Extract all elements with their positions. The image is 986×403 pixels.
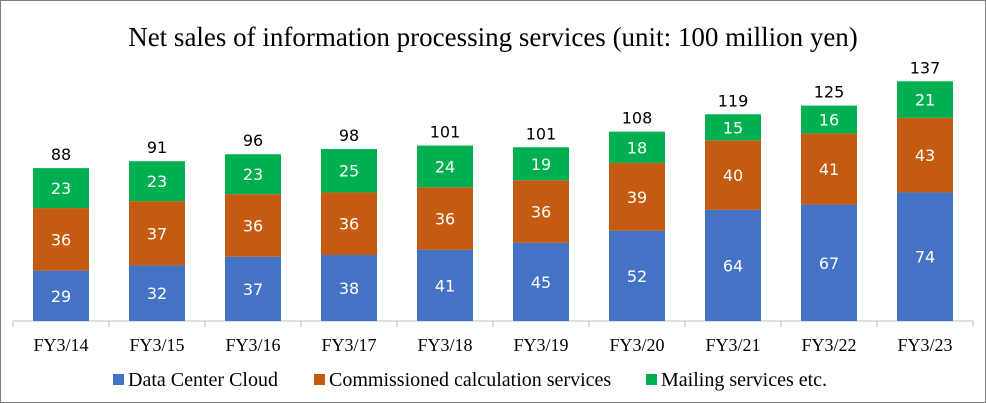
bar-segment-2-FY3/21 bbox=[705, 140, 761, 210]
segment-value-label: 38 bbox=[339, 279, 359, 298]
bar-segment-2-FY3/23 bbox=[897, 117, 953, 193]
bar-segment-3-FY3/15 bbox=[129, 161, 185, 202]
segment-value-label: 52 bbox=[627, 267, 647, 286]
bar-segment-2-FY3/18 bbox=[417, 187, 473, 250]
bar-segment-3-FY3/23 bbox=[897, 81, 953, 118]
segment-value-label: 29 bbox=[51, 287, 71, 306]
segment-value-label: 37 bbox=[243, 280, 263, 299]
total-value-label: 96 bbox=[243, 131, 263, 150]
bar-segment-3-FY3/16 bbox=[225, 154, 281, 195]
bar-segment-1-FY3/15 bbox=[129, 265, 185, 321]
segment-value-label: 64 bbox=[723, 256, 743, 275]
bar-segment-2-FY3/16 bbox=[225, 194, 281, 257]
segment-value-label: 24 bbox=[435, 157, 455, 176]
segment-value-label: 25 bbox=[339, 162, 359, 181]
bar-segment-2-FY3/22 bbox=[801, 133, 857, 205]
segment-value-label: 36 bbox=[435, 210, 455, 229]
bar-segment-3-FY3/17 bbox=[321, 149, 377, 193]
x-tick-label: FY3/16 bbox=[225, 335, 280, 355]
bar-segment-1-FY3/17 bbox=[321, 254, 377, 321]
bar-segment-1-FY3/23 bbox=[897, 192, 953, 321]
bar-segment-3-FY3/19 bbox=[513, 147, 569, 181]
total-value-label: 88 bbox=[51, 145, 71, 164]
segment-value-label: 36 bbox=[243, 216, 263, 235]
segment-labels: 29 36 23 32 37 23 37 36 23 38 36 25 41 36 24 45 36 19 52 39… bbox=[51, 91, 935, 306]
bar-segment-1-FY3/22 bbox=[801, 204, 857, 321]
bar-segment-1-FY3/16 bbox=[225, 256, 281, 321]
legend-label: Mailing services etc. bbox=[661, 369, 827, 391]
bar-segment-2-FY3/17 bbox=[321, 192, 377, 255]
bar-segment-3-FY3/20 bbox=[609, 131, 665, 163]
segment-value-label: 67 bbox=[819, 254, 839, 273]
bar-segment-1-FY3/20 bbox=[609, 230, 665, 321]
segment-value-label: 45 bbox=[531, 273, 551, 292]
segment-value-label: 41 bbox=[819, 160, 839, 179]
x-tick-label: FY3/17 bbox=[321, 335, 376, 355]
legend-swatch bbox=[113, 374, 124, 385]
segment-value-label: 16 bbox=[819, 110, 839, 129]
x-tick-label: FY3/18 bbox=[417, 335, 472, 355]
total-value-label: 137 bbox=[910, 58, 941, 77]
segment-value-label: 32 bbox=[147, 284, 167, 303]
bar-segment-3-FY3/14 bbox=[33, 168, 89, 209]
total-value-label: 101 bbox=[526, 124, 557, 143]
bar-segment-3-FY3/21 bbox=[705, 114, 761, 141]
segment-value-label: 23 bbox=[147, 172, 167, 191]
x-tick-label: FY3/20 bbox=[609, 335, 664, 355]
total-value-label: 108 bbox=[622, 109, 653, 128]
bar-segment-1-FY3/14 bbox=[33, 270, 89, 321]
x-tick-label: FY3/14 bbox=[33, 335, 88, 355]
bar-segment-1-FY3/21 bbox=[705, 209, 761, 321]
bar-segment-2-FY3/20 bbox=[609, 162, 665, 231]
segment-value-label: 36 bbox=[339, 215, 359, 234]
segment-value-label: 39 bbox=[627, 188, 647, 207]
chart-title: Net sales of information processing serv… bbox=[128, 22, 858, 52]
total-value-label: 125 bbox=[814, 83, 845, 102]
legend-label: Data Center Cloud bbox=[128, 369, 278, 391]
bar-segment-2-FY3/14 bbox=[33, 208, 89, 271]
x-tick-labels: FY3/14 FY3/15 FY3/16 FY3/17 FY3/18 FY3/19 FY3/… bbox=[33, 335, 952, 355]
x-tick-label: FY3/22 bbox=[801, 335, 856, 355]
total-value-label: 101 bbox=[430, 123, 461, 142]
x-tick-label: FY3/21 bbox=[705, 335, 760, 355]
segment-value-label: 41 bbox=[435, 276, 455, 295]
total-value-label: 119 bbox=[718, 91, 749, 110]
legend-swatch bbox=[646, 374, 657, 385]
segment-value-label: 18 bbox=[627, 138, 647, 157]
segment-value-label: 74 bbox=[915, 248, 935, 267]
segment-value-label: 43 bbox=[915, 146, 935, 165]
segment-value-label: 40 bbox=[723, 166, 743, 185]
x-tick-label: FY3/23 bbox=[897, 335, 952, 355]
segment-value-label: 21 bbox=[915, 91, 935, 110]
total-value-label: 91 bbox=[147, 138, 167, 157]
bar-segment-1-FY3/19 bbox=[513, 242, 569, 321]
segment-value-label: 37 bbox=[147, 224, 167, 243]
segment-value-label: 23 bbox=[51, 179, 71, 198]
bars-group bbox=[33, 81, 953, 321]
bar-segment-2-FY3/15 bbox=[129, 201, 185, 266]
segment-value-label: 15 bbox=[723, 118, 743, 137]
segment-value-label: 36 bbox=[51, 230, 71, 249]
segment-value-label: 36 bbox=[531, 203, 551, 222]
x-axis-ticks bbox=[12, 321, 974, 327]
total-labels: 88 91 96 98 101 101 108 119 125 137 bbox=[51, 58, 940, 164]
segment-value-label: 19 bbox=[531, 155, 551, 174]
bar-segment-1-FY3/18 bbox=[417, 249, 473, 321]
legend-label: Commissioned calculation services bbox=[329, 369, 611, 391]
bar-segment-2-FY3/19 bbox=[513, 180, 569, 243]
total-value-label: 98 bbox=[339, 126, 359, 145]
bar-segment-3-FY3/18 bbox=[417, 145, 473, 188]
legend: Data Center Cloud Commissioned calculatio… bbox=[113, 369, 827, 391]
segment-value-label: 23 bbox=[243, 165, 263, 184]
bar-segment-3-FY3/22 bbox=[801, 105, 857, 134]
x-tick-label: FY3/19 bbox=[513, 335, 568, 355]
legend-swatch bbox=[314, 374, 325, 385]
x-tick-label: FY3/15 bbox=[129, 335, 184, 355]
